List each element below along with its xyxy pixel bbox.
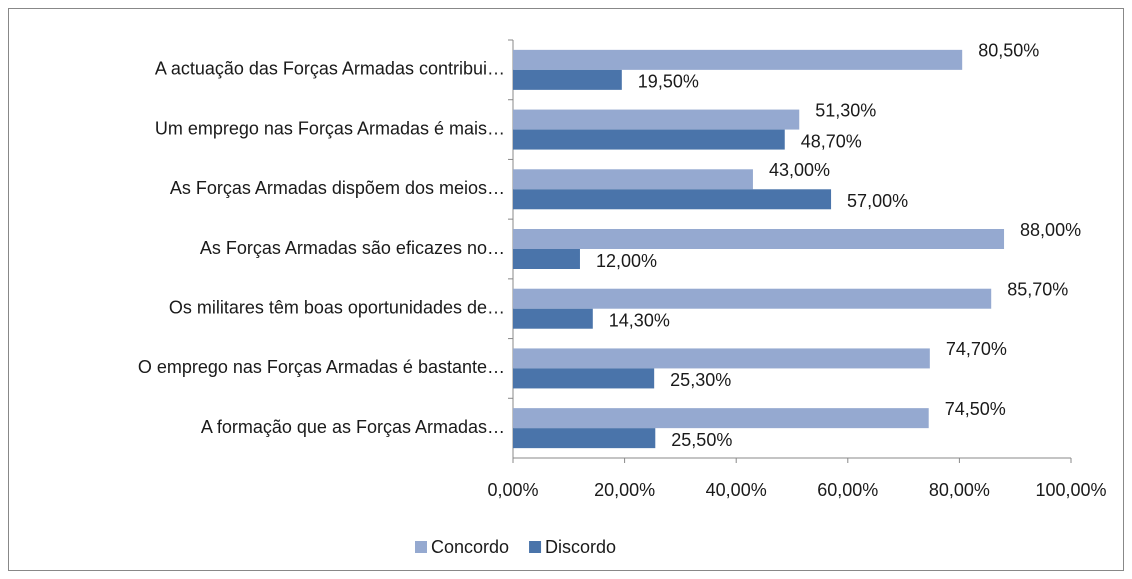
y-tick-label: A actuação das Forças Armadas contribui… — [155, 59, 505, 79]
y-tick-label: Os militares têm boas oportunidades de… — [169, 297, 505, 317]
bar — [513, 169, 753, 190]
y-tick-label: O emprego nas Forças Armadas é bastante… — [138, 357, 505, 377]
value-label: 14,30% — [609, 310, 670, 330]
bar — [513, 368, 655, 389]
value-label: 80,50% — [978, 41, 1039, 61]
x-tick-label: 40,00% — [706, 480, 767, 500]
bar — [513, 189, 832, 210]
bar — [513, 129, 785, 150]
value-label: 48,70% — [801, 131, 862, 151]
bar — [513, 229, 1005, 249]
bar — [513, 308, 593, 329]
y-tick-label: A formação que as Forças Armadas… — [201, 417, 505, 437]
bar — [513, 408, 929, 429]
legend-swatch — [415, 541, 427, 553]
y-tick-label: Um emprego nas Forças Armadas é mais… — [155, 118, 505, 138]
x-tick-label: 100,00% — [1035, 480, 1106, 500]
value-label: 74,70% — [946, 339, 1007, 359]
value-label: 74,50% — [945, 399, 1006, 419]
value-label: 25,50% — [671, 430, 732, 450]
value-label: 88,00% — [1020, 220, 1081, 240]
value-label: 51,30% — [815, 100, 876, 120]
bar — [513, 49, 963, 70]
legend-label: Concordo — [431, 537, 509, 557]
value-label: 12,00% — [596, 251, 657, 271]
y-tick-label: As Forças Armadas são eficazes no… — [200, 238, 505, 258]
value-label: 25,30% — [670, 370, 731, 390]
bar — [513, 69, 622, 90]
x-tick-label: 0,00% — [487, 480, 538, 500]
y-tick-label: As Forças Armadas dispõem dos meios… — [170, 178, 505, 198]
value-label: 57,00% — [847, 191, 908, 211]
bar — [513, 109, 800, 130]
value-label: 85,70% — [1007, 279, 1068, 299]
x-tick-label: 60,00% — [817, 480, 878, 500]
bar — [513, 288, 992, 309]
bar — [513, 428, 656, 449]
x-tick-label: 20,00% — [594, 480, 655, 500]
bar — [513, 249, 580, 269]
legend-label: Discordo — [545, 537, 616, 557]
legend-swatch — [529, 541, 542, 553]
x-tick-label: 80,00% — [929, 480, 990, 500]
value-label: 43,00% — [769, 160, 830, 180]
value-label: 19,50% — [638, 72, 699, 92]
bar — [513, 348, 930, 369]
